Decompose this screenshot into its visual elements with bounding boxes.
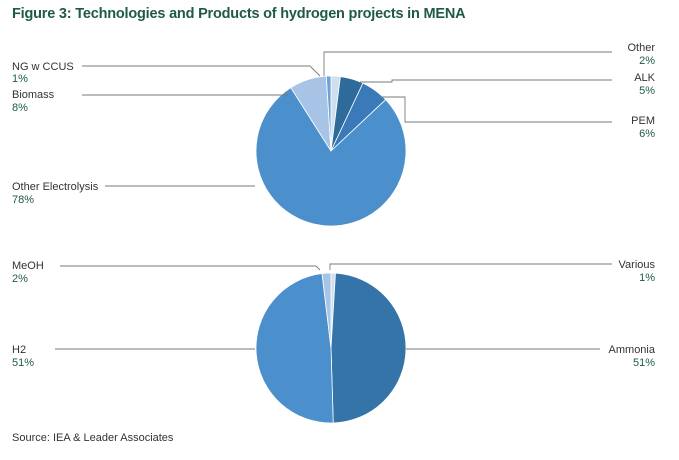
label-pem: PEM	[631, 115, 655, 127]
leader-line-meoh	[60, 265, 321, 271]
leader-line-various	[329, 263, 612, 270]
label-other-electrolysis: Other Electrolysis	[12, 181, 99, 193]
label-various: Various	[619, 259, 656, 271]
pct-biomass: 8%	[12, 102, 28, 114]
chart-title: Figure 3: Technologies and Products of h…	[12, 6, 466, 22]
technologies-pie	[255, 75, 407, 227]
pct-pem: 6%	[639, 128, 655, 140]
label-ng-ccus: NG w CCUS	[12, 61, 74, 73]
pie-slice-h2	[255, 273, 334, 424]
products-pie	[255, 272, 407, 424]
pie-slice-ng-w-ccus	[325, 75, 332, 152]
pct-meoh: 2%	[12, 273, 28, 285]
label-other: Other	[627, 42, 655, 54]
label-meoh: MeOH	[12, 260, 44, 272]
leader-line-other	[323, 51, 612, 76]
pct-h2: 51%	[12, 357, 34, 369]
label-h2: H2	[12, 344, 26, 356]
leader-line-ng-ccus	[82, 65, 321, 77]
leader-line-alk	[360, 79, 612, 83]
pct-other-electrolysis: 78%	[12, 194, 34, 206]
source-note: Source: IEA & Leader Associates	[12, 432, 174, 444]
label-ammonia: Ammonia	[609, 344, 656, 356]
pct-alk: 5%	[639, 85, 655, 97]
pie-slice-ammonia	[330, 272, 407, 424]
pie-slice-other-electrolysis	[255, 87, 407, 227]
pie-slice-meoh	[321, 272, 332, 349]
pct-other: 2%	[639, 55, 655, 67]
label-alk: ALK	[634, 72, 655, 84]
pct-various: 1%	[639, 272, 655, 284]
pct-ng-ccus: 1%	[12, 73, 28, 85]
label-biomass: Biomass	[12, 89, 55, 101]
leader-line-pem	[380, 96, 612, 123]
pct-ammonia: 51%	[633, 357, 655, 369]
